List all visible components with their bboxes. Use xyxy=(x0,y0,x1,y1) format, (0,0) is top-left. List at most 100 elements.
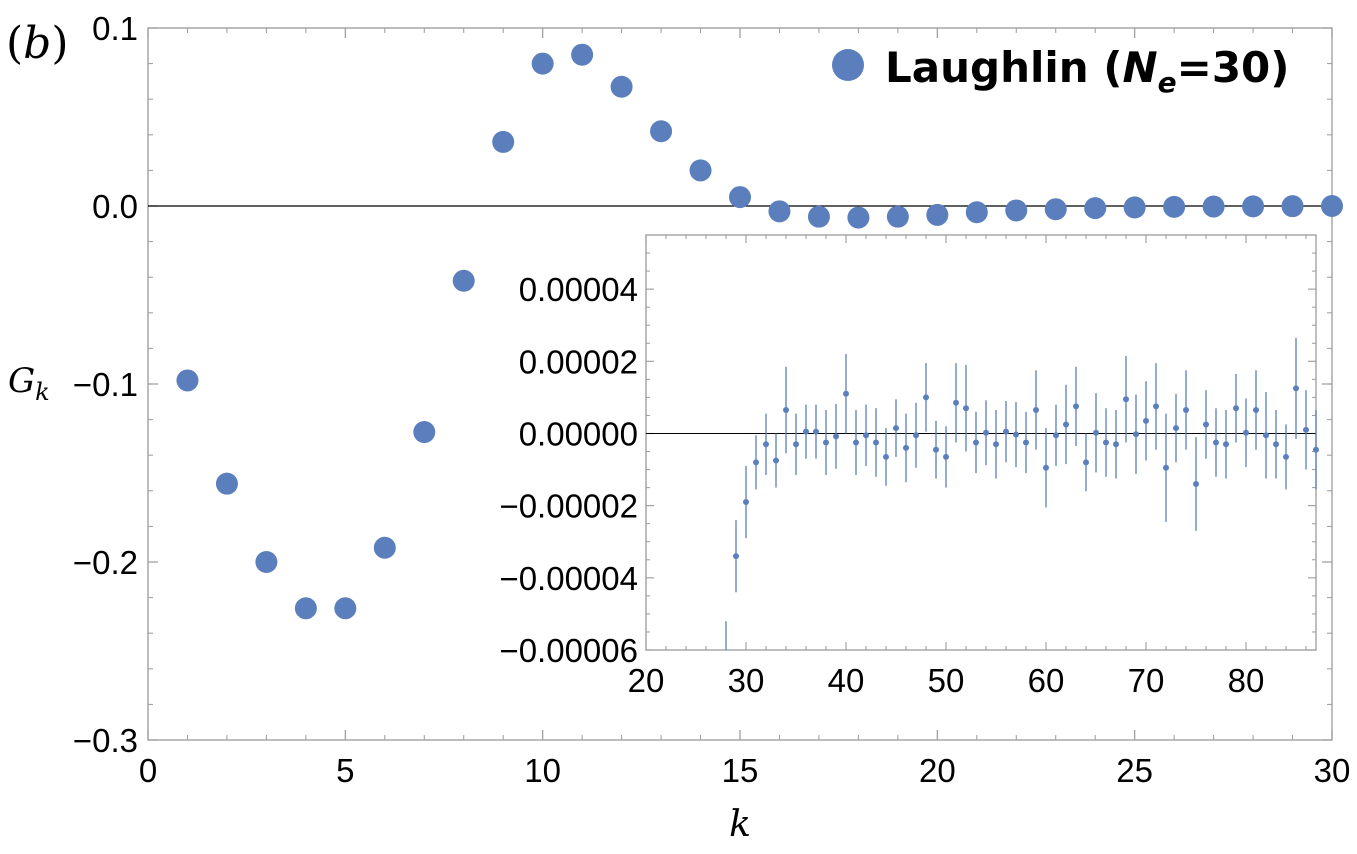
data-point xyxy=(847,206,870,229)
x-tick-label: 25 xyxy=(1116,752,1153,789)
inset-data-point xyxy=(1283,453,1289,460)
y-tick-label: −0.3 xyxy=(73,722,138,759)
data-point xyxy=(650,120,673,143)
inset-background xyxy=(645,234,1317,651)
inset-data-point xyxy=(1133,431,1139,438)
data-point xyxy=(1123,196,1146,219)
inset-x-tick-label: 60 xyxy=(1028,662,1065,699)
y-axis-label: Gk xyxy=(8,361,50,406)
inset-data-point xyxy=(973,439,979,446)
inset-data-point xyxy=(793,441,799,448)
inset-data-point xyxy=(1053,432,1059,439)
x-tick-label: 20 xyxy=(919,752,956,789)
y-tick-label: −0.1 xyxy=(73,366,138,403)
inset-data-point xyxy=(1163,464,1169,471)
main-ticks xyxy=(147,27,1333,741)
inset-data-point xyxy=(733,553,739,560)
inset-data-point xyxy=(803,428,809,435)
data-point xyxy=(255,551,278,573)
inset-data-point xyxy=(783,407,789,414)
inset-data-point xyxy=(773,457,779,464)
inset-data-point xyxy=(943,453,949,460)
data-point xyxy=(965,201,988,224)
x-tick-label: 30 xyxy=(1314,752,1351,789)
inset-data-point xyxy=(913,432,919,439)
inset-x-tick-label: 30 xyxy=(728,662,765,699)
data-point xyxy=(768,200,791,223)
main-series xyxy=(176,43,1343,620)
legend-label: Laughlin (Ne=30) xyxy=(885,43,1289,99)
x-tick-label: 0 xyxy=(139,752,157,789)
x-axis-label: k xyxy=(729,804,751,845)
x-tick-label: 5 xyxy=(336,752,354,789)
inset-data-point xyxy=(1113,441,1119,448)
data-point xyxy=(176,369,199,392)
inset-x-tick-label: 20 xyxy=(628,662,665,699)
inset-chart: 20 30 40 50 60 70 80 −0.00006 −0.00004 −0.00002 0.… xyxy=(499,234,1319,699)
data-point xyxy=(373,536,396,559)
inset-data-point xyxy=(933,446,939,453)
inset-x-tick-label: 40 xyxy=(828,662,865,699)
data-point xyxy=(1005,199,1028,222)
data-point xyxy=(1044,198,1067,221)
inset-y-tick-label: −0.00002 xyxy=(499,488,638,525)
inset-data-point xyxy=(1263,432,1269,439)
inset-y-tick-label: −0.00004 xyxy=(499,560,638,597)
inset-ticks xyxy=(645,235,1316,651)
inset-data-point xyxy=(1183,407,1189,414)
inset-data-point xyxy=(953,399,959,406)
inset-data-point xyxy=(1003,428,1009,435)
inset-data-point xyxy=(1303,426,1309,433)
inset-data-point xyxy=(903,444,909,451)
data-point xyxy=(531,52,554,75)
data-point xyxy=(1084,197,1107,220)
inset-data-point xyxy=(823,439,829,446)
data-point xyxy=(294,597,317,620)
main-tick-labels: 0 5 10 15 20 25 30 −0.3 −0.2 −0.1 0.0 0.1 xyxy=(73,10,1351,789)
inset-data-point xyxy=(1223,441,1229,448)
inset-data-point xyxy=(743,499,749,506)
data-point xyxy=(926,203,949,226)
inset-data-point xyxy=(1173,425,1179,432)
data-point xyxy=(452,269,475,292)
inset-data-point xyxy=(873,439,879,446)
inset-data-point xyxy=(1083,459,1089,466)
data-point xyxy=(886,205,909,228)
inset-data-point xyxy=(863,432,869,439)
data-point xyxy=(689,159,712,182)
data-point xyxy=(1281,195,1304,218)
data-point xyxy=(413,421,436,444)
data-point xyxy=(215,472,238,495)
data-point xyxy=(571,43,594,66)
inset-y-tick-label: 0.00000 xyxy=(519,415,638,452)
inset-x-tick-label: 50 xyxy=(928,662,965,699)
data-point xyxy=(1242,195,1265,218)
inset-data-point xyxy=(1093,429,1099,436)
data-point xyxy=(807,205,830,228)
inset-data-point xyxy=(763,441,769,448)
inset-data-point xyxy=(1313,446,1319,453)
inset-data-point xyxy=(1273,441,1279,448)
inset-data-point xyxy=(993,441,999,448)
inset-data-point xyxy=(1193,481,1199,487)
inset-data-point xyxy=(1073,403,1079,410)
inset-data-point xyxy=(753,459,759,466)
inset-data-point xyxy=(883,453,889,460)
inset-data-point xyxy=(853,439,859,446)
data-point xyxy=(334,597,357,620)
inset-tick-labels: 20 30 40 50 60 70 80 −0.00006 −0.00004 −0.00002 0.… xyxy=(499,271,1264,699)
inset-data-point xyxy=(1153,403,1159,410)
inset-data-point xyxy=(1213,439,1219,446)
inset-data-point xyxy=(1043,464,1049,471)
inset-data-point xyxy=(893,425,899,432)
inset-data-point xyxy=(843,390,849,397)
data-point xyxy=(1163,195,1186,218)
x-tick-label: 10 xyxy=(524,752,561,789)
inset-data-point xyxy=(1063,421,1069,428)
data-point xyxy=(1202,195,1225,218)
inset-data-point xyxy=(1103,439,1109,446)
inset-data-point xyxy=(833,433,839,440)
y-tick-label: 0.1 xyxy=(92,10,138,47)
inset-data-point xyxy=(1143,417,1149,424)
inset-y-tick-label: 0.00002 xyxy=(519,343,638,380)
